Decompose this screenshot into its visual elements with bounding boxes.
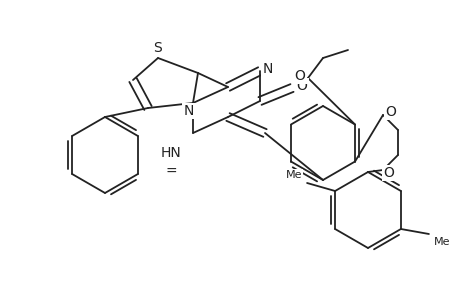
Text: Me: Me bbox=[285, 170, 302, 180]
Text: N: N bbox=[262, 62, 273, 76]
Text: N: N bbox=[184, 104, 194, 118]
Text: O: O bbox=[294, 69, 305, 83]
Text: O: O bbox=[383, 166, 393, 180]
Text: =: = bbox=[165, 165, 176, 179]
Text: O: O bbox=[385, 105, 396, 119]
Text: S: S bbox=[153, 41, 162, 55]
Text: O: O bbox=[296, 79, 307, 93]
Text: HN: HN bbox=[160, 146, 181, 160]
Text: Me: Me bbox=[433, 237, 449, 247]
